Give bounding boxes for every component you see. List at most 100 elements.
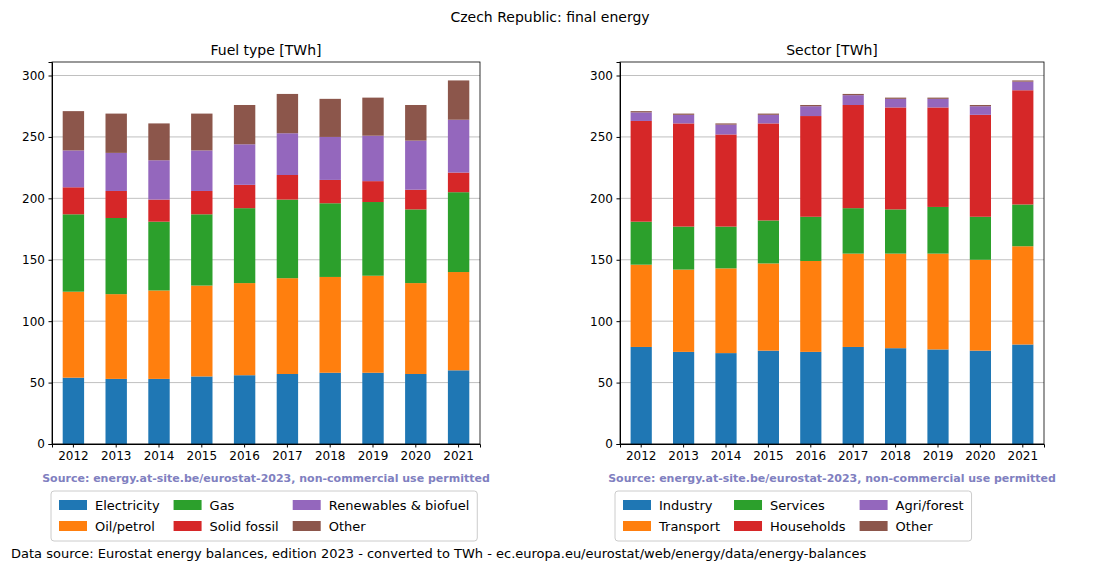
legend-label: Industry bbox=[659, 498, 713, 513]
legend-item: Households bbox=[734, 519, 846, 534]
chart: 0501001502002503002012201320142015201620… bbox=[22, 42, 490, 541]
y-tick: 250 bbox=[590, 130, 620, 144]
x-tick-mark bbox=[938, 444, 939, 448]
y-tick-label: 0 bbox=[37, 437, 45, 451]
bar bbox=[148, 123, 169, 160]
x-tick: 2019 bbox=[358, 444, 389, 463]
bar bbox=[843, 95, 864, 105]
y-tick-label: 50 bbox=[30, 376, 45, 390]
bar bbox=[843, 254, 864, 347]
y-tick-label: 100 bbox=[22, 315, 45, 329]
legend-swatch bbox=[623, 500, 651, 510]
x-tick-label: 2012 bbox=[58, 449, 89, 463]
bar bbox=[234, 283, 255, 375]
bar-series bbox=[63, 80, 470, 160]
bar bbox=[106, 379, 127, 444]
bar bbox=[106, 153, 127, 191]
bar bbox=[1012, 345, 1033, 444]
bar bbox=[191, 191, 212, 214]
x-tick-mark bbox=[330, 444, 331, 448]
bar bbox=[885, 209, 906, 253]
x-tick-label: 2013 bbox=[668, 449, 699, 463]
bar bbox=[631, 222, 652, 265]
x-tick-mark bbox=[895, 444, 896, 448]
bar bbox=[1012, 204, 1033, 246]
legend-label: Oil/petrol bbox=[95, 519, 155, 534]
y-tick-mark bbox=[617, 383, 621, 384]
x-tick-label: 2018 bbox=[315, 449, 346, 463]
legend-item: Other bbox=[293, 519, 367, 534]
legend-label: Other bbox=[896, 519, 934, 534]
y-tick: 200 bbox=[22, 192, 52, 206]
legend-swatch bbox=[293, 521, 321, 531]
legend-item: Industry bbox=[623, 498, 713, 513]
y-tick-mark bbox=[617, 260, 621, 261]
bar bbox=[234, 105, 255, 144]
y-tick-mark bbox=[49, 137, 53, 138]
bar bbox=[362, 276, 383, 373]
y-tick-label: 150 bbox=[22, 253, 45, 267]
grid-line bbox=[620, 75, 1044, 76]
y-tick: 300 bbox=[590, 69, 620, 83]
x-tick-mark bbox=[287, 444, 288, 448]
x-tick: 2018 bbox=[315, 444, 346, 463]
x-tick-mark bbox=[201, 444, 202, 448]
bar bbox=[758, 123, 779, 220]
y-tick-mark bbox=[617, 76, 621, 77]
bar bbox=[277, 133, 298, 175]
bar bbox=[970, 351, 991, 444]
x-tick-label: 2014 bbox=[144, 449, 175, 463]
legend-label: Solid fossil bbox=[210, 519, 279, 534]
bar bbox=[234, 185, 255, 208]
x-tick-label: 2019 bbox=[923, 449, 954, 463]
y-tick-mark bbox=[617, 444, 621, 445]
bar bbox=[191, 214, 212, 285]
bar bbox=[448, 370, 469, 444]
x-tick-label: 2021 bbox=[1008, 449, 1039, 463]
bar bbox=[148, 160, 169, 199]
x-tick-mark bbox=[415, 444, 416, 448]
bar bbox=[448, 120, 469, 173]
bar bbox=[448, 80, 469, 119]
x-tick-mark bbox=[244, 444, 245, 448]
bar bbox=[970, 106, 991, 115]
legend-frame bbox=[615, 491, 972, 541]
y-tick-label: 300 bbox=[590, 69, 613, 83]
bar-series bbox=[631, 90, 1034, 226]
legend-swatch bbox=[174, 521, 202, 531]
x-tick: 2013 bbox=[668, 444, 699, 463]
x-tick: 2021 bbox=[1008, 444, 1039, 463]
x-axis: 2012201320142015201620172018201920202021 bbox=[621, 444, 1045, 463]
bar bbox=[63, 187, 84, 214]
bar bbox=[448, 192, 469, 272]
x-tick-label: 2016 bbox=[796, 449, 827, 463]
bar bbox=[405, 283, 426, 374]
bars bbox=[631, 80, 1034, 444]
legend-swatch bbox=[293, 500, 321, 510]
legend-swatch bbox=[59, 500, 87, 510]
plot-frame bbox=[620, 62, 1044, 444]
y-tick-mark bbox=[617, 321, 621, 322]
y-tick-label: 200 bbox=[22, 192, 45, 206]
bar bbox=[277, 278, 298, 374]
y-tick: 250 bbox=[22, 130, 52, 144]
bar bbox=[758, 351, 779, 444]
bar bbox=[800, 105, 821, 106]
bar bbox=[405, 374, 426, 444]
y-tick-label: 100 bbox=[590, 315, 613, 329]
bar bbox=[758, 263, 779, 350]
x-tick-mark bbox=[768, 444, 769, 448]
bar bbox=[673, 114, 694, 115]
bar bbox=[885, 99, 906, 108]
x-tick-label: 2020 bbox=[401, 449, 432, 463]
x-tick-mark bbox=[159, 444, 160, 448]
legend-item: Gas bbox=[174, 498, 235, 513]
bar bbox=[885, 107, 906, 209]
bar-series bbox=[631, 345, 1034, 444]
x-tick-label: 2015 bbox=[187, 449, 218, 463]
bar bbox=[843, 347, 864, 444]
legend-swatch bbox=[623, 521, 651, 531]
bar bbox=[843, 208, 864, 253]
bar bbox=[843, 105, 864, 208]
x-tick: 2015 bbox=[753, 444, 784, 463]
